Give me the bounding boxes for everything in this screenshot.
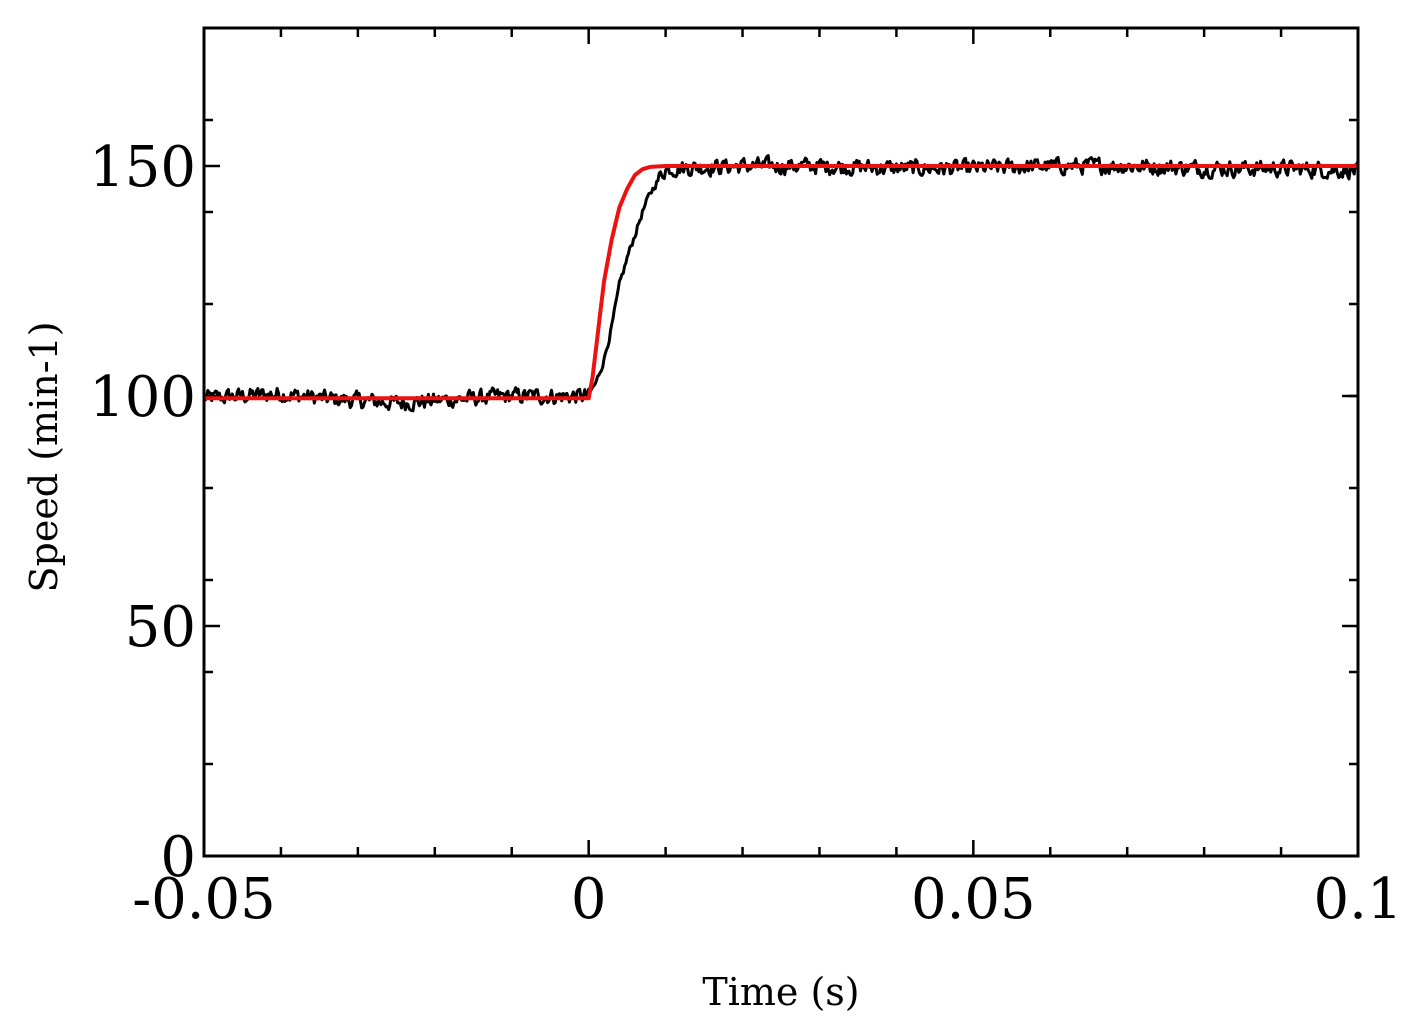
x-tick-label: 0.1: [1313, 867, 1402, 932]
y-tick-label: 150: [89, 135, 196, 200]
ticks-group: [202, 26, 1360, 858]
series-layer: [202, 154, 1360, 413]
x-tick-label: -0.05: [132, 867, 276, 932]
plot-frame: [202, 26, 1360, 858]
y-tick-label: 100: [89, 365, 196, 430]
reference-speed-line: [204, 164, 1358, 401]
measured-speed-line: [202, 154, 1360, 413]
x-axis-label: Time (s): [702, 970, 859, 1014]
x-tick-label: 0.05: [911, 867, 1036, 932]
y-tick-label: 50: [125, 595, 196, 660]
y-tick-label: 0: [160, 825, 196, 890]
x-tick-label: 0: [571, 867, 607, 932]
y-axis-label: Speed (min-1): [22, 321, 66, 592]
